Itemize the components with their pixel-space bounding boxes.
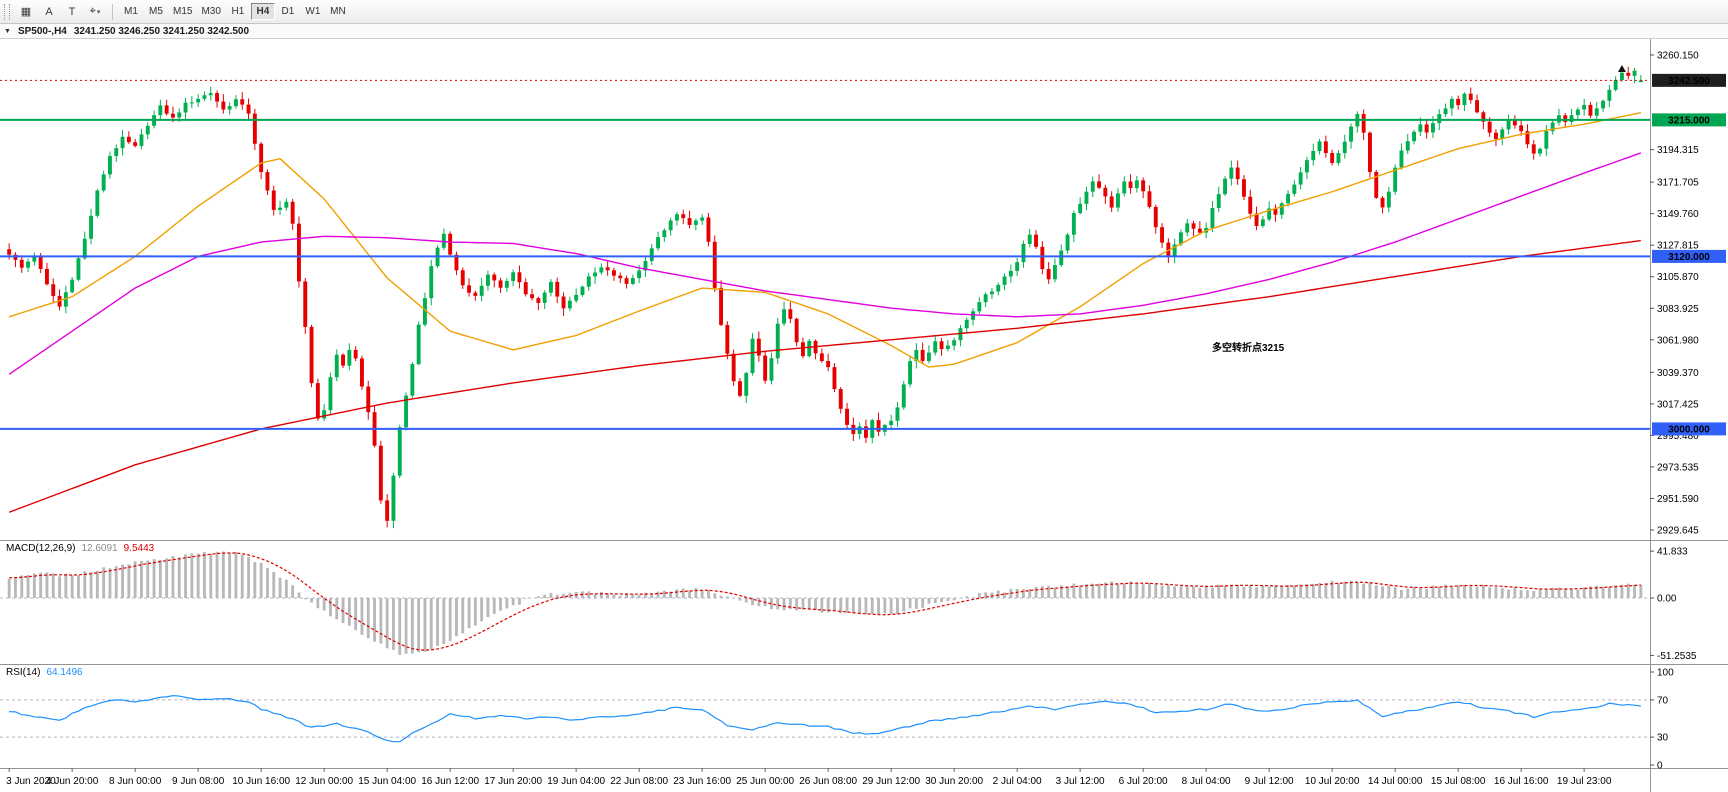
- grid-icon: ▦: [20, 6, 32, 18]
- macd-tick-label: 41.833: [1657, 547, 1688, 558]
- price-badge-label: 3242.500: [1668, 76, 1710, 87]
- cursor-mode-icon: ⌖: [89, 5, 96, 17]
- time-tick-label: 25 Jun 00:00: [736, 776, 794, 787]
- rsi-tick-label: 0: [1657, 761, 1663, 772]
- time-tick-label: 29 Jun 12:00: [862, 776, 920, 787]
- arrow-tool-button[interactable]: A: [38, 2, 60, 22]
- timeframe-button-h4[interactable]: H4: [250, 3, 275, 20]
- candles-layer: [7, 66, 1643, 529]
- chart-ohlc-values: 3241.250 3246.250 3241.250 3242.500: [73, 25, 250, 37]
- time-tick-label: 16 Jun 12:00: [421, 776, 479, 787]
- time-tick-label: 9 Jul 12:00: [1245, 776, 1294, 787]
- timeframe-button-m30[interactable]: M30: [201, 6, 221, 17]
- price-tick-label: 3194.315: [1657, 145, 1699, 156]
- annotation-text[interactable]: 多空转折点3215: [1212, 341, 1285, 354]
- price-tick-label: 3083.925: [1657, 304, 1699, 315]
- macd-signal-line: [9, 552, 1641, 651]
- time-tick-label: 10 Jul 20:00: [1305, 776, 1360, 787]
- arrow-tool-icon: A: [45, 5, 53, 18]
- price-tick-label: 2951.590: [1657, 494, 1699, 505]
- toolbar-separator: [112, 3, 113, 20]
- time-tick-label: 3 Jul 12:00: [1056, 776, 1105, 787]
- rsi-tick-label: 30: [1657, 733, 1669, 744]
- price-badge: [1652, 249, 1726, 263]
- price-tick-label: 2995.480: [1657, 431, 1699, 442]
- time-tick-label: 26 Jun 08:00: [799, 776, 857, 787]
- price-tick-label: 3017.425: [1657, 399, 1699, 410]
- timeframe-button-m5[interactable]: M5: [149, 6, 163, 17]
- price-badge: [1652, 73, 1726, 87]
- time-tick-label: 19 Jun 04:00: [547, 776, 605, 787]
- price-badge-label: 3120.000: [1668, 252, 1710, 263]
- time-tick-label: 4 Jun 20:00: [46, 776, 99, 787]
- time-tick-label: 3 Jun 2020: [6, 776, 56, 787]
- timeframe-button-mn[interactable]: MN: [330, 6, 346, 17]
- price-badge-label: 3215.000: [1668, 115, 1710, 126]
- timeframe-button-m1[interactable]: M1: [124, 6, 138, 17]
- time-tick-label: 19 Jul 23:00: [1557, 776, 1612, 787]
- time-tick-label: 23 Jun 16:00: [673, 776, 731, 787]
- price-badge: [1652, 422, 1726, 436]
- time-tick-label: 30 Jun 20:00: [925, 776, 983, 787]
- chart-canvas[interactable]: 多空转折点3215 3260.150 3194.315 3171.705 3149.76…: [0, 39, 1728, 792]
- price-tick-label: 3149.760: [1657, 209, 1699, 220]
- ma-fast-line: [8, 112, 1641, 368]
- time-tick-label: 10 Jun 16:00: [232, 776, 290, 787]
- toolbar-icons: ▦ A T ⌖ ▾: [15, 2, 106, 22]
- chart-window-titlebar: ▼ SP500-,H4 3241.250 3246.250 3241.250 3…: [0, 24, 1728, 39]
- timeframe-button-w1[interactable]: W1: [305, 6, 321, 17]
- price-tick-label: 3171.705: [1657, 178, 1699, 189]
- price-axis[interactable]: 3260.150 3194.315 3171.705 3149.760 3127.815…: [1650, 51, 1726, 537]
- arrow-marker[interactable]: [1617, 64, 1626, 72]
- rsi-line: [9, 695, 1641, 743]
- timeframe-button-h1[interactable]: H1: [231, 6, 245, 17]
- price-tick-label: 3260.150: [1657, 51, 1699, 62]
- rsi-tick-label: 100: [1657, 668, 1674, 679]
- time-tick-label: 6 Jul 20:00: [1119, 776, 1168, 787]
- rsi-panel: 100 70 30 0: [0, 668, 1674, 772]
- price-tick-label: 3127.815: [1657, 241, 1699, 252]
- time-tick-label: 16 Jul 16:00: [1494, 776, 1549, 787]
- grid-button[interactable]: ▦: [15, 2, 37, 22]
- macd-tick-label: 0.00: [1657, 594, 1677, 605]
- text-tool-button[interactable]: T: [61, 2, 83, 22]
- time-tick-label: 15 Jul 08:00: [1431, 776, 1486, 787]
- cursor-mode-button[interactable]: ⌖ ▾: [84, 2, 106, 22]
- time-tick-label: 15 Jun 04:00: [358, 776, 416, 787]
- ma-mid-line: [8, 152, 1642, 375]
- ma-slow-line: [8, 239, 1641, 513]
- rsi-tick-label: 70: [1657, 695, 1669, 706]
- price-tick-label: 3105.870: [1657, 272, 1699, 283]
- price-tick-label: 2929.645: [1657, 526, 1699, 537]
- price-badge-label: 3000.000: [1668, 424, 1710, 435]
- macd-panel: 41.833 0.00 -51.2535: [0, 547, 1697, 662]
- timeframe-toolbar: M1 M5 M15 M30 H1 H4 D1 W1 MN: [119, 3, 350, 20]
- toolbar: ▦ A T ⌖ ▾ M1 M5 M15 M30 H1 H4 D1 W1 MN: [0, 0, 1728, 24]
- time-tick-label: 9 Jun 08:00: [172, 776, 225, 787]
- price-badge: [1652, 113, 1726, 127]
- time-tick-label: 2 Jul 04:00: [993, 776, 1042, 787]
- time-tick-label: 22 Jun 08:00: [610, 776, 668, 787]
- macd-tick-label: -51.2535: [1657, 651, 1697, 662]
- time-tick-label: 14 Jul 00:00: [1368, 776, 1423, 787]
- time-tick-label: 17 Jun 20:00: [484, 776, 542, 787]
- chart-area[interactable]: 多空转折点3215 3260.150 3194.315 3171.705 3149.76…: [0, 39, 1728, 792]
- price-tick-label: 2973.535: [1657, 462, 1699, 473]
- chevron-down-icon: ▾: [96, 8, 101, 16]
- chart-symbol-title: SP500-,H4: [17, 25, 67, 37]
- time-tick-label: 8 Jun 00:00: [109, 776, 162, 787]
- text-tool-icon: T: [68, 5, 76, 18]
- toolbar-grip[interactable]: [4, 3, 10, 20]
- chart-menu-icon[interactable]: ▼: [4, 27, 11, 35]
- price-tick-label: 3039.370: [1657, 368, 1699, 379]
- price-tick-label: 3061.980: [1657, 335, 1699, 346]
- timeframe-button-d1[interactable]: D1: [281, 6, 295, 17]
- timeframe-button-m15[interactable]: M15: [173, 6, 193, 17]
- time-tick-label: 12 Jun 00:00: [295, 776, 353, 787]
- time-tick-label: 8 Jul 04:00: [1182, 776, 1231, 787]
